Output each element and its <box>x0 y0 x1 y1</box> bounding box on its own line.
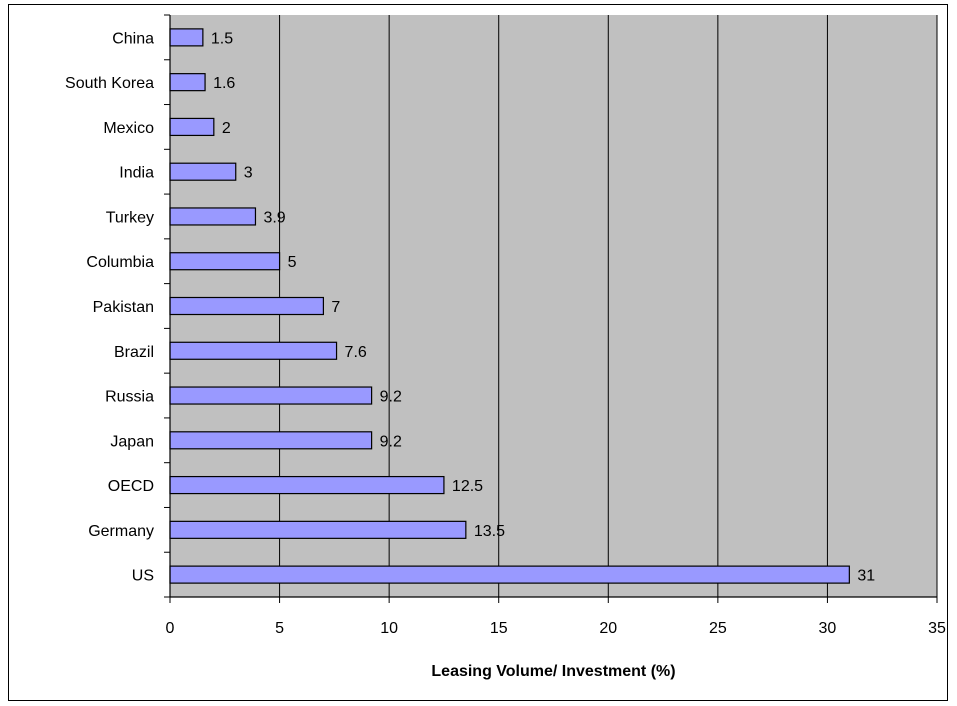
data-label: 13.5 <box>474 523 505 540</box>
data-label: 2 <box>222 120 231 137</box>
bars <box>169 28 850 584</box>
category-labels: China South Korea Mexico India Turkey Columbi… <box>65 30 154 584</box>
data-label: 12.5 <box>452 478 483 495</box>
x-tick-label: 15 <box>490 620 508 637</box>
x-tick-label: 30 <box>819 620 837 637</box>
bar-india <box>169 162 237 181</box>
bar-russia <box>169 386 373 405</box>
bar-germany <box>169 520 467 539</box>
category-label: Columbia <box>86 254 154 271</box>
category-label: Pakistan <box>93 299 154 316</box>
bar-brazil <box>169 341 338 360</box>
bar-south-korea <box>169 73 206 92</box>
bar-columbia <box>169 252 281 271</box>
category-label: US <box>132 568 154 585</box>
x-tick-label: 35 <box>928 620 946 637</box>
data-label: 1.6 <box>213 75 235 92</box>
category-label: India <box>119 165 154 182</box>
axes <box>164 14 938 603</box>
category-label: Japan <box>110 433 154 450</box>
bar-pakistan <box>169 296 324 316</box>
bar-mexico <box>169 117 215 137</box>
data-label: 9.2 <box>380 433 402 450</box>
x-tick-label: 20 <box>599 620 617 637</box>
data-label: 1.5 <box>211 30 233 47</box>
data-label: 7.6 <box>345 344 367 361</box>
data-label: 3 <box>244 165 253 182</box>
bar-china <box>169 28 204 47</box>
data-label: 7 <box>331 299 340 316</box>
data-label: 5 <box>288 254 297 271</box>
data-labels: 1.5 1.6 2 3 3.9 5 7 7.6 9.2 9.2 12.5 13.5 31 <box>211 30 875 584</box>
category-label: Russia <box>105 389 154 406</box>
data-label: 3.9 <box>263 209 285 226</box>
data-label: 31 <box>857 568 875 585</box>
data-label: 9.2 <box>380 389 402 406</box>
category-label: Turkey <box>106 209 154 226</box>
bar-japan <box>169 431 373 450</box>
category-label: Brazil <box>114 344 154 361</box>
category-label: Mexico <box>103 120 154 137</box>
bar-us <box>169 565 850 584</box>
category-label: China <box>112 30 154 47</box>
category-label: South Korea <box>65 75 154 92</box>
x-tick-labels: 0 5 10 15 20 25 30 35 <box>166 620 946 637</box>
x-tick-label: 0 <box>166 620 175 637</box>
x-axis-title: Leasing Volume/ Investment (%) <box>431 663 675 680</box>
category-label: OECD <box>108 478 154 495</box>
x-tick-label: 10 <box>380 620 398 637</box>
bar-turkey <box>169 207 257 226</box>
x-tick-label: 5 <box>275 620 284 637</box>
category-label: Germany <box>88 523 154 540</box>
x-tick-label: 25 <box>709 620 727 637</box>
bar-oecd <box>169 475 445 495</box>
gridlines <box>279 15 938 597</box>
